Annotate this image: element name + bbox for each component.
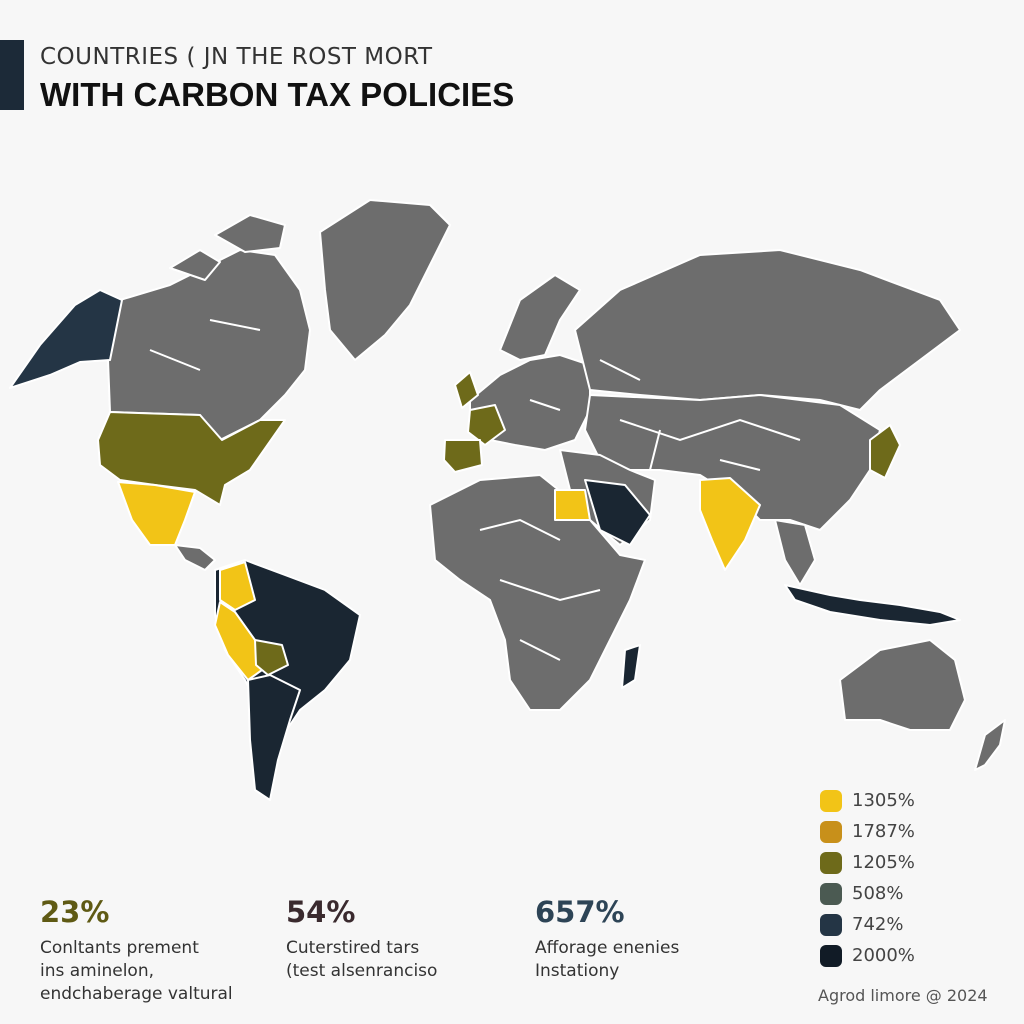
land-japan xyxy=(869,424,901,479)
stat-value: 54% xyxy=(286,895,356,929)
title-accent-bar xyxy=(0,40,24,110)
land-russia xyxy=(574,249,961,411)
land-new-zealand xyxy=(974,719,1006,771)
land-usa xyxy=(97,411,286,506)
land-greenland xyxy=(319,199,451,361)
land-india xyxy=(699,477,761,571)
legend-item: 508% xyxy=(820,878,990,909)
land-france xyxy=(467,404,506,446)
legend-swatch xyxy=(820,882,842,905)
land-peru xyxy=(214,601,263,681)
land-madagascar xyxy=(621,644,641,689)
legend-label: 1205% xyxy=(852,852,915,873)
legend-swatch xyxy=(820,944,842,967)
stat-text: Conltants prement ins aminelon, endchabe… xyxy=(40,938,233,1004)
title-line-1: COUNTRIES ( JN THE ROST MORT xyxy=(40,44,433,70)
legend-item: 2000% xyxy=(820,940,990,971)
stat-block-3: 657% Afforage enenies Instationy xyxy=(535,895,679,983)
legend-swatch xyxy=(820,913,842,936)
land-indonesia xyxy=(784,584,961,626)
legend-label: 2000% xyxy=(852,945,915,966)
stat-block-1: 23% Conltants prement ins aminelon, endc… xyxy=(40,895,233,1006)
legend-label: 1305% xyxy=(852,790,915,811)
stat-text: Cuterstired tars (test alsenrancisо xyxy=(286,938,438,981)
legend-label: 742% xyxy=(852,914,904,935)
land-bolivia xyxy=(254,639,289,676)
land-scandinavia xyxy=(499,274,581,361)
land-mexico xyxy=(117,481,196,546)
land-egypt xyxy=(554,489,591,521)
land-arctic-islands-2 xyxy=(169,249,221,281)
legend-swatch xyxy=(820,789,842,812)
legend-item: 1205% xyxy=(820,847,990,878)
stat-value: 657% xyxy=(535,895,625,929)
credit: Agrod limore @ 2024 xyxy=(818,986,988,1005)
land-southeast-asia xyxy=(774,519,816,586)
border-lines xyxy=(149,319,801,661)
title-block: COUNTRIES ( JN THE ROST MORT WITH CARBON… xyxy=(40,44,514,114)
legend: 1305% 1787% 1205% 508% 742% 2000% xyxy=(820,785,990,971)
land-iberia xyxy=(443,439,483,473)
stat-block-2: 54% Cuterstired tars (test alsenrancisо xyxy=(286,895,437,983)
land-saudi-arabia xyxy=(584,479,651,546)
legend-item: 1305% xyxy=(820,785,990,816)
land-canada xyxy=(107,249,311,441)
land-colombia xyxy=(219,561,256,611)
stat-value: 23% xyxy=(40,895,110,929)
title-line-2: WITH CARBON TAX POLICIES xyxy=(40,76,515,113)
legend-swatch xyxy=(820,820,842,843)
land-southern-south-america xyxy=(247,674,301,801)
legend-label: 1787% xyxy=(852,821,915,842)
legend-item: 1787% xyxy=(820,816,990,847)
legend-label: 508% xyxy=(852,883,904,904)
land-australia xyxy=(839,639,966,731)
stat-text: Afforage enenies Instationy xyxy=(535,938,680,981)
legend-swatch xyxy=(820,851,842,874)
land-arctic-islands xyxy=(214,214,286,253)
land-uk xyxy=(454,371,479,409)
land-central-america xyxy=(174,544,216,571)
land-alaska xyxy=(9,289,123,389)
legend-item: 742% xyxy=(820,909,990,940)
